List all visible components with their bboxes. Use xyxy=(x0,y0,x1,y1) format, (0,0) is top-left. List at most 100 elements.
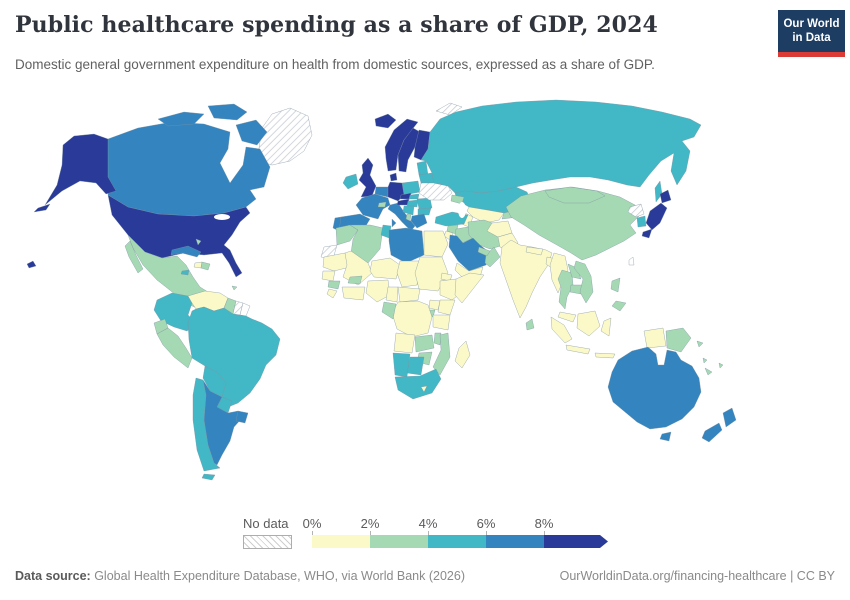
country-denmark[interactable] xyxy=(389,172,398,182)
country-south-africa[interactable] xyxy=(394,368,442,400)
country-mongolia[interactable] xyxy=(544,186,606,204)
country-canada[interactable] xyxy=(107,103,271,217)
legend-tickmark xyxy=(428,531,429,535)
country-philippines[interactable] xyxy=(610,277,627,312)
legend-segment-6-8[interactable] xyxy=(486,535,544,548)
country-botswana[interactable] xyxy=(406,356,425,376)
country-brazil[interactable] xyxy=(187,306,281,408)
country-russia[interactable] xyxy=(420,99,702,203)
country-dr-congo[interactable] xyxy=(391,300,433,338)
country-laos[interactable] xyxy=(567,263,582,280)
country-uae[interactable] xyxy=(477,246,491,257)
country-sierra-leone[interactable] xyxy=(326,288,338,299)
country-papua-new-guinea[interactable] xyxy=(665,327,692,353)
country-mauritania[interactable] xyxy=(322,252,351,272)
country-nigeria[interactable] xyxy=(365,279,391,303)
legend-segment-4-6[interactable] xyxy=(428,535,486,548)
great-lakes xyxy=(214,214,230,220)
country-france[interactable] xyxy=(355,193,391,220)
country-united-kingdom[interactable] xyxy=(358,157,377,198)
country-jamaica[interactable] xyxy=(180,269,190,276)
country-libya[interactable] xyxy=(388,227,425,264)
country-new-zealand[interactable] xyxy=(701,407,737,443)
country-guinea[interactable] xyxy=(327,280,341,290)
country-slovakia[interactable] xyxy=(408,193,420,200)
owid-logo[interactable]: Our World in Data xyxy=(778,10,845,57)
country-burkina-faso[interactable] xyxy=(347,275,363,285)
country-myanmar[interactable] xyxy=(549,252,569,294)
country-uzbekistan[interactable] xyxy=(466,206,505,224)
country-china[interactable] xyxy=(505,186,641,261)
country-malaysia[interactable] xyxy=(557,311,577,323)
country-uganda[interactable] xyxy=(428,299,441,311)
country-belarus[interactable] xyxy=(418,172,435,184)
country-mali[interactable] xyxy=(342,250,373,286)
legend-segment-0-2[interactable] xyxy=(312,535,370,548)
country-malawi[interactable] xyxy=(433,332,442,346)
legend-segment-8-plus[interactable] xyxy=(544,535,608,548)
country-baltics[interactable] xyxy=(416,160,429,176)
owid-link[interactable]: OurWorldinData.org/financing-healthcare … xyxy=(559,569,835,583)
country-japan[interactable] xyxy=(641,189,672,239)
caspian-sea xyxy=(458,202,466,218)
country-sri-lanka[interactable] xyxy=(525,318,535,331)
country-indonesia[interactable] xyxy=(550,310,667,359)
country-cuba[interactable] xyxy=(170,245,202,258)
country-bahamas[interactable] xyxy=(195,238,202,246)
country-ireland[interactable] xyxy=(342,173,359,190)
country-zambia[interactable] xyxy=(414,334,435,353)
country-vietnam[interactable] xyxy=(573,260,594,304)
country-nepal[interactable] xyxy=(525,246,544,256)
country-namibia[interactable] xyxy=(392,352,411,378)
country-chad[interactable] xyxy=(396,260,421,288)
country-greenland[interactable] xyxy=(257,107,313,166)
country-switzerland[interactable] xyxy=(377,201,387,208)
country-bulgaria[interactable] xyxy=(417,207,432,216)
country-morocco[interactable] xyxy=(335,224,359,246)
country-united-states[interactable] xyxy=(26,133,251,278)
country-gabon[interactable] xyxy=(381,301,397,320)
country-solomon-islands[interactable] xyxy=(696,340,704,348)
country-australia[interactable] xyxy=(607,346,702,442)
country-india[interactable] xyxy=(499,239,553,319)
country-oman[interactable] xyxy=(484,246,501,268)
country-taiwan[interactable] xyxy=(628,256,635,266)
country-dominican-republic[interactable] xyxy=(200,261,211,271)
country-kenya[interactable] xyxy=(437,299,456,316)
country-chile[interactable] xyxy=(192,377,221,481)
no-data-swatch[interactable] xyxy=(243,535,292,549)
country-lesotho[interactable] xyxy=(420,385,428,393)
country-peru[interactable] xyxy=(156,327,193,369)
country-north-korea[interactable] xyxy=(627,203,645,218)
country-mozambique[interactable] xyxy=(432,332,451,376)
country-fiji[interactable] xyxy=(718,362,724,369)
country-tanzania[interactable] xyxy=(432,314,451,331)
country-car[interactable] xyxy=(397,286,421,303)
country-albania[interactable] xyxy=(405,213,412,222)
country-somalia[interactable] xyxy=(454,272,485,304)
country-angola[interactable] xyxy=(393,332,416,354)
country-madagascar[interactable] xyxy=(454,340,471,369)
legend-tick-4: 4% xyxy=(418,516,438,531)
country-greece[interactable] xyxy=(410,213,428,229)
country-niger[interactable] xyxy=(369,257,401,280)
country-romania[interactable] xyxy=(416,197,433,210)
country-west-africa-coast[interactable] xyxy=(341,286,366,301)
data-source: Data source: Global Health Expenditure D… xyxy=(15,569,465,583)
country-trinidad[interactable] xyxy=(231,285,238,291)
country-south-korea[interactable] xyxy=(636,215,647,228)
country-senegal[interactable] xyxy=(321,270,336,282)
country-egypt[interactable] xyxy=(423,230,449,258)
country-new-caledonia[interactable] xyxy=(704,367,713,376)
country-sudan[interactable] xyxy=(414,256,449,292)
country-haiti[interactable] xyxy=(193,261,203,269)
country-balkans[interactable] xyxy=(402,205,415,216)
country-iceland[interactable] xyxy=(374,113,397,129)
legend-tickmark xyxy=(370,531,371,535)
country-hungary[interactable] xyxy=(406,199,419,208)
country-svalbard[interactable] xyxy=(435,102,463,116)
legend-segment-2-4[interactable] xyxy=(370,535,428,548)
country-cameroon[interactable] xyxy=(385,286,399,303)
country-vanuatu[interactable] xyxy=(702,357,708,364)
country-uruguay[interactable] xyxy=(235,410,249,424)
